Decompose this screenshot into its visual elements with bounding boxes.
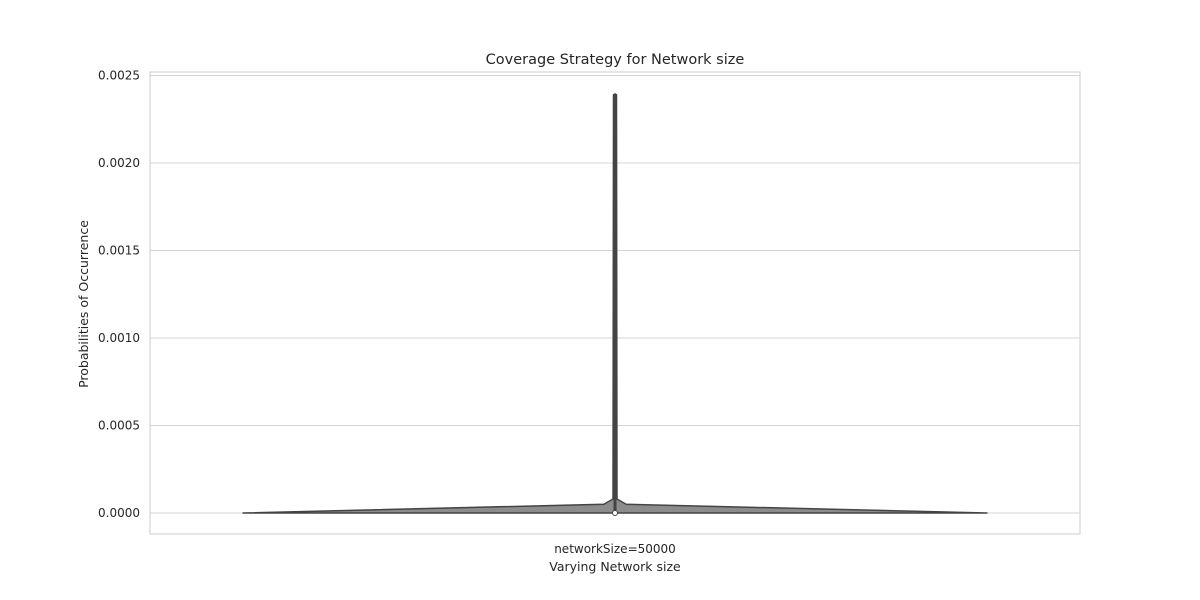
median-marker xyxy=(612,510,618,516)
y-tick-labels: 0.0000 0.0005 0.0010 0.0015 0.0020 0.0025 xyxy=(98,69,140,521)
x-tick-label: networkSize=50000 xyxy=(554,542,676,556)
y-tick-label: 0.0020 xyxy=(98,156,140,170)
x-axis-label: Varying Network size xyxy=(549,559,681,574)
violin-bulge xyxy=(612,298,618,308)
violin-bulge xyxy=(612,333,618,343)
y-tick-label: 0.0005 xyxy=(98,419,140,433)
y-tick-label: 0.0015 xyxy=(98,244,140,258)
violin-bulge xyxy=(612,263,618,273)
violin-bulge xyxy=(612,228,618,238)
y-tick-label: 0.0000 xyxy=(98,506,140,520)
y-tick-label: 0.0010 xyxy=(98,331,140,345)
violin-group xyxy=(242,93,988,516)
y-tick-label: 0.0025 xyxy=(98,69,140,83)
chart-title: Coverage Strategy for Network size xyxy=(486,52,745,68)
y-axis-label: Probabilities of Occurrence xyxy=(76,220,91,388)
